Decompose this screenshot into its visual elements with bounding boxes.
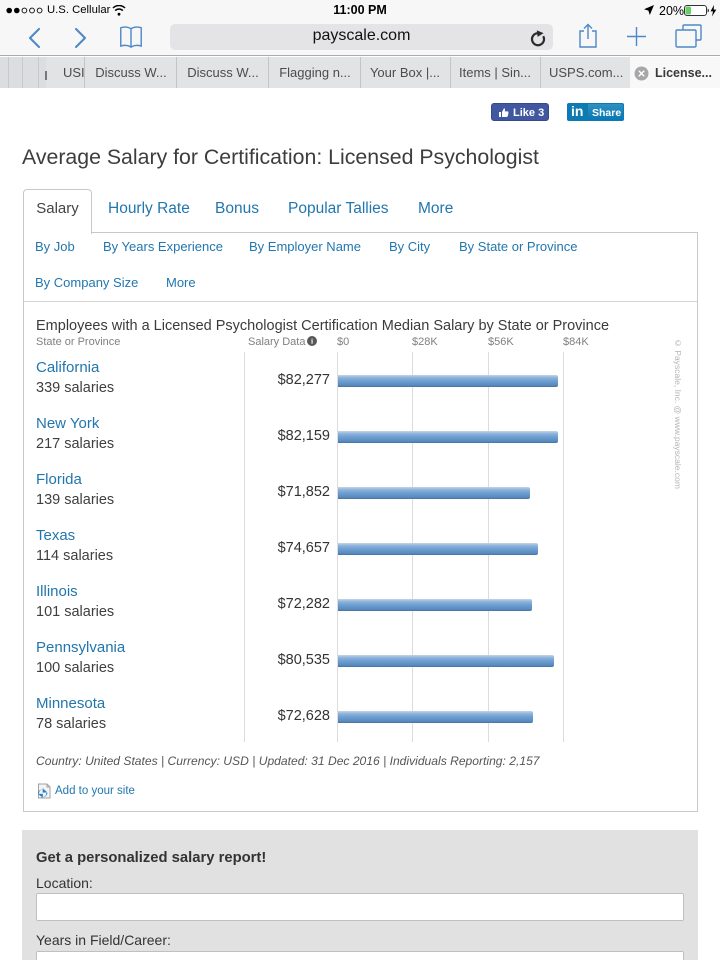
svg-text:i: i — [311, 337, 313, 346]
